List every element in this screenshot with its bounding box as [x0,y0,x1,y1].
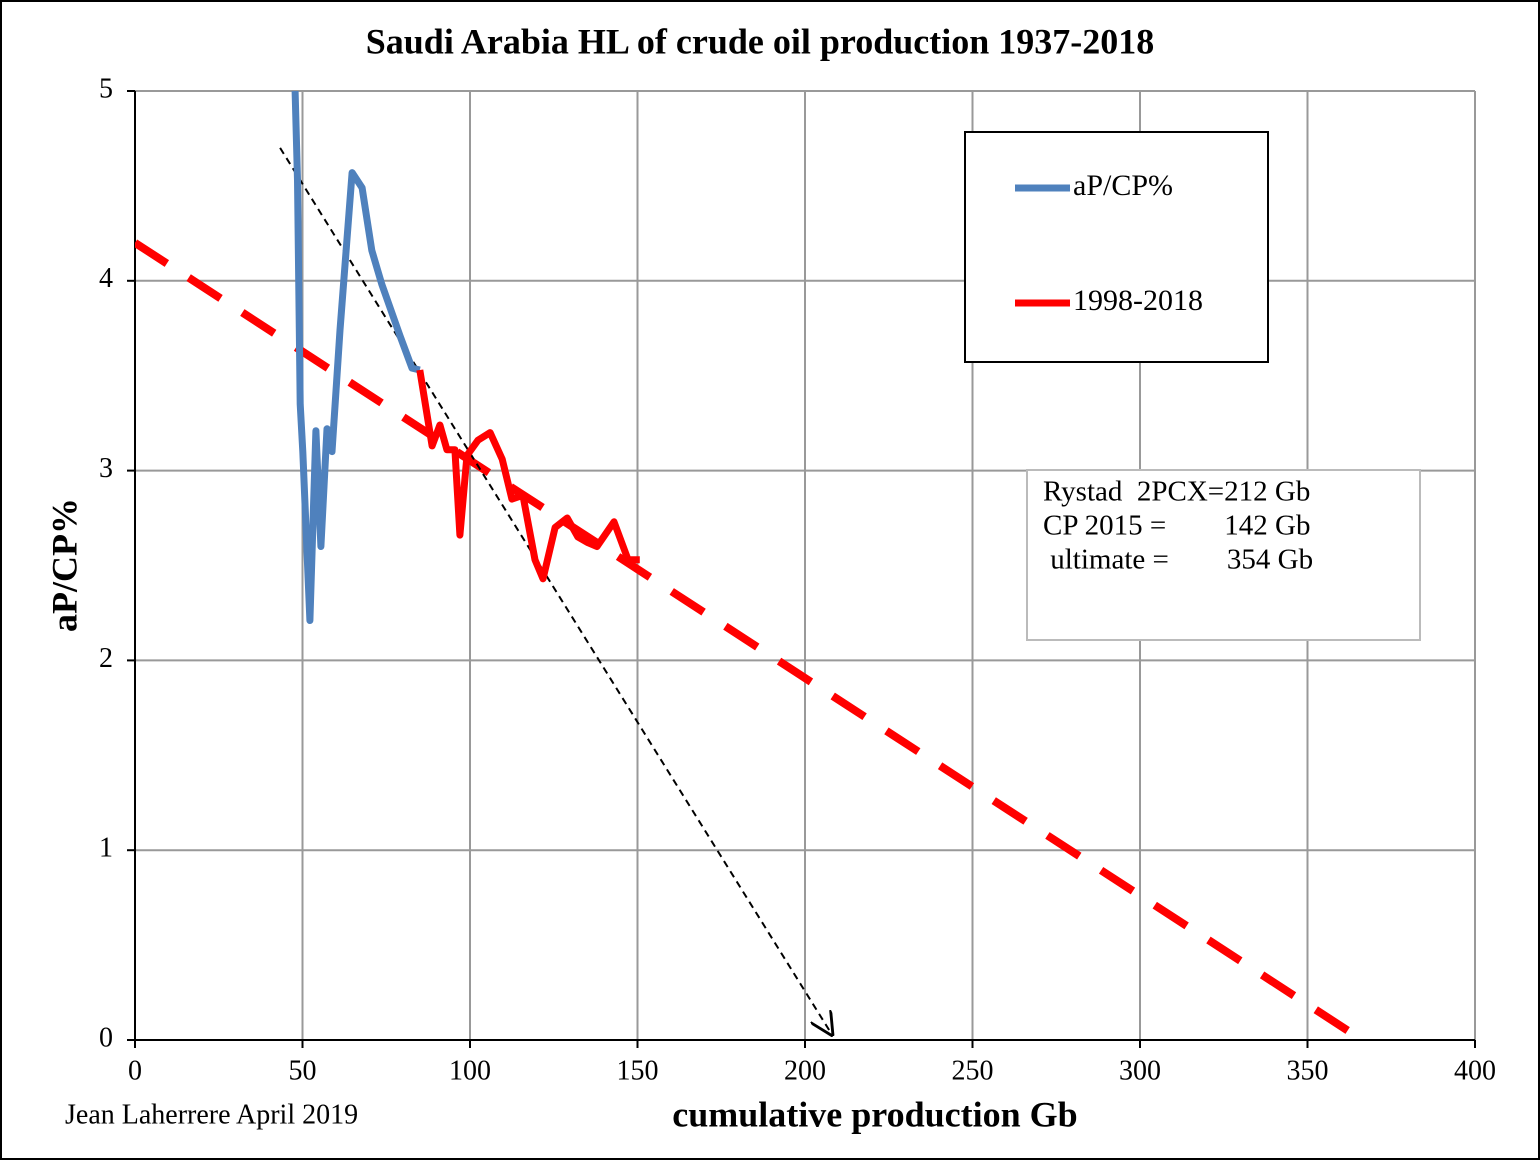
chart-title: Saudi Arabia HL of crude oil production … [366,21,1154,61]
annotation-line: Rystad 2PCX=212 Gb [1043,476,1310,508]
annotation-line: ultimate = 354 Gb [1043,544,1313,576]
series-line [291,91,421,624]
annotation-box [1026,469,1421,641]
legend-label: aP/CP% [1073,169,1173,202]
series-line [416,369,640,583]
x-tick-label: 300 [1119,1055,1161,1086]
x-tick-label: 250 [952,1055,994,1086]
x-tick-label: 400 [1454,1055,1496,1086]
x-tick-label: 350 [1287,1055,1329,1086]
legend-label: 1998-2018 [1073,284,1203,317]
legend-box [964,131,1269,363]
y-tick-label: 1 [99,833,113,864]
y-tick-label: 0 [99,1022,113,1053]
credit: Jean Laherrere April 2019 [65,1099,358,1130]
y-tick-label: 4 [99,263,113,294]
plot-area [135,91,1350,1034]
y-tick-label: 5 [99,73,113,104]
y-axis-label: aP/CP% [44,498,84,632]
annotation-line: CP 2015 = 142 Gb [1043,510,1310,542]
x-tick-label: 150 [617,1055,659,1086]
trend-line [279,147,832,1034]
x-tick-label: 0 [128,1055,142,1086]
y-tick-label: 3 [99,453,113,484]
y-tick-label: 2 [99,643,113,674]
legend: aP/CP% 1998-2018 [964,131,1269,363]
x-axis-label: cumulative production Gb [672,1094,1077,1134]
x-tick-label: 200 [784,1055,826,1086]
x-tick-label: 100 [449,1055,491,1086]
trend-line [135,239,1350,1034]
x-tick-label: 50 [289,1055,317,1086]
